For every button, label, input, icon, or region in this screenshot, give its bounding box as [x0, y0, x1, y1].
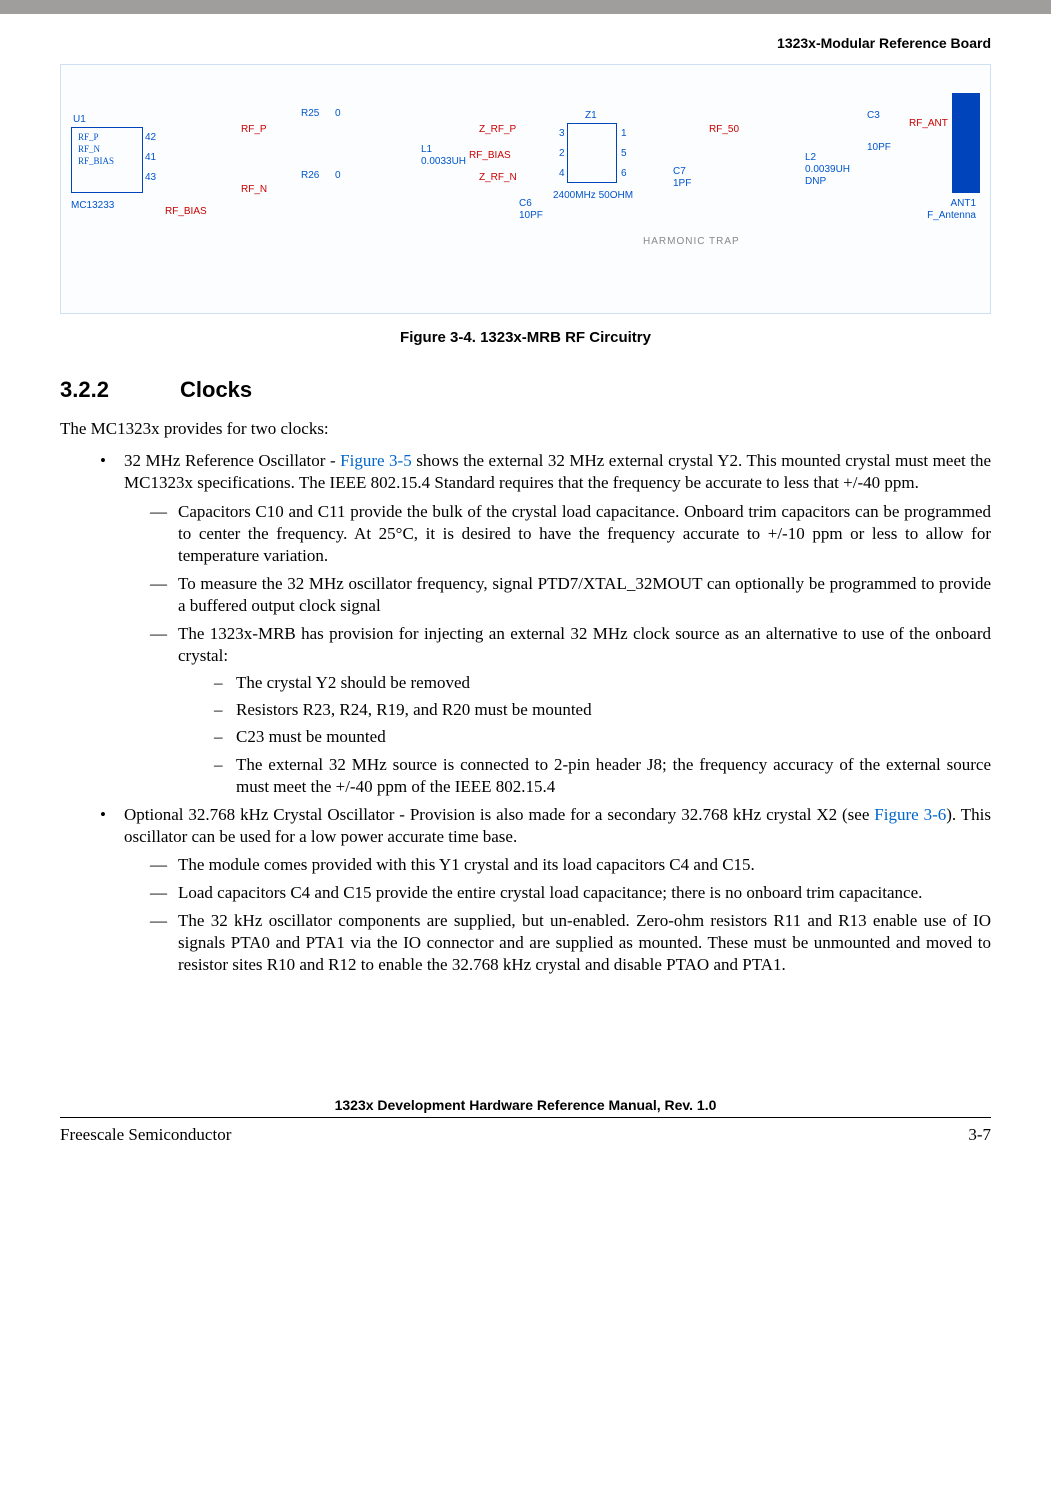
pin-rf-bias: RF_BIAS [78, 156, 136, 168]
l3-mount-c23: C23 must be mounted [214, 726, 991, 748]
sub-caps-c10-c11: Capacitors C10 and C11 provide the bulk … [150, 501, 991, 567]
bullet-32mhz: 32 MHz Reference Oscillator - Figure 3-5… [100, 450, 991, 797]
r25-val: 0 [335, 107, 341, 120]
figure-3-6-link[interactable]: Figure 3-6 [874, 805, 946, 824]
c7-val: 1PF [673, 177, 691, 190]
sublist-32mhz: Capacitors C10 and C11 provide the bulk … [124, 501, 991, 798]
figure-3-5-link[interactable]: Figure 3-5 [340, 451, 412, 470]
z1-pin4: 4 [559, 167, 565, 180]
net-rf-p: RF_P [241, 123, 267, 136]
pin43: 43 [145, 171, 156, 184]
footer-company: Freescale Semiconductor [60, 1124, 231, 1146]
label-rf-bias-left: RF_BIAS [165, 205, 207, 218]
rf-bias-arrow: RF_BIAS [469, 149, 511, 162]
sublist-l3: The crystal Y2 should be removed Resisto… [178, 672, 991, 797]
balun-z1 [567, 123, 617, 183]
page-footer: 1323x Development Hardware Reference Man… [0, 1096, 1051, 1175]
net-z-rf-p: Z_RF_P [479, 123, 516, 136]
section-intro: The MC1323x provides for two clocks: [60, 418, 991, 440]
page-content: U1 RF_P RF_N RF_BIAS 42 41 43 MC13233 RF… [0, 64, 1051, 976]
label-z1: Z1 [585, 109, 597, 122]
bullet-list-l1: 32 MHz Reference Oscillator - Figure 3-5… [60, 450, 991, 976]
label-mc13233: MC13233 [71, 199, 114, 212]
section-title: Clocks [180, 377, 252, 402]
c3-val: 10PF [867, 141, 891, 154]
top-grey-bar [0, 0, 1051, 14]
antenna-shape [952, 93, 980, 193]
l1-val: 0.0033UH [421, 155, 466, 168]
pin-rf-p: RF_P [78, 132, 136, 144]
footer-page-number: 3-7 [968, 1124, 991, 1146]
z1-pin5: 5 [621, 147, 627, 160]
label-r25: R25 [301, 107, 319, 120]
net-rf-50: RF_50 [709, 123, 739, 136]
opt-sub-enable: The 32 kHz oscillator components are sup… [150, 910, 991, 976]
z1-desc: 2400MHz 50OHM [553, 189, 633, 202]
net-z-rf-n: Z_RF_N [479, 171, 517, 184]
harmonic-trap-label: HARMONIC TRAP [643, 235, 740, 248]
sub-external-text: The 1323x-MRB has provision for injectin… [178, 624, 991, 665]
r26-val: 0 [335, 169, 341, 182]
opt-text-a: Optional 32.768 kHz Crystal Oscillator -… [124, 805, 874, 824]
sub-external-source: The 1323x-MRB has provision for injectin… [150, 623, 991, 798]
z1-pin1: 1 [621, 127, 627, 140]
sublist-32khz: The module comes provided with this Y1 c… [124, 854, 991, 976]
figure-3-4-diagram: U1 RF_P RF_N RF_BIAS 42 41 43 MC13233 RF… [60, 64, 991, 314]
osc32m-text-a: 32 MHz Reference Oscillator - [124, 451, 340, 470]
chip-mc13233: RF_P RF_N RF_BIAS [71, 127, 143, 193]
z1-pin6: 6 [621, 167, 627, 180]
ant1-desc: F_Antenna [927, 209, 976, 222]
label-u1: U1 [73, 113, 86, 126]
bullet-32khz: Optional 32.768 kHz Crystal Oscillator -… [100, 804, 991, 977]
z1-pin2: 2 [559, 147, 565, 160]
header-doc-title: 1323x-Modular Reference Board [0, 14, 1051, 60]
net-rf-n: RF_N [241, 183, 267, 196]
z1-pin3: 3 [559, 127, 565, 140]
label-c3: C3 [867, 109, 880, 122]
l2-dnp: DNP [805, 175, 826, 188]
l3-j8-header: The external 32 MHz source is connected … [214, 754, 991, 798]
pin41: 41 [145, 151, 156, 164]
figure-3-4-caption: Figure 3-4. 1323x-MRB RF Circuitry [60, 328, 991, 348]
net-rf-ant: RF_ANT [909, 117, 948, 130]
pin42: 42 [145, 131, 156, 144]
c6-val: 10PF [519, 209, 543, 222]
section-3-2-2-heading: 3.2.2Clocks [60, 376, 991, 405]
sub-ptd7-xtal: To measure the 32 MHz oscillator frequen… [150, 573, 991, 617]
l3-remove-y2: The crystal Y2 should be removed [214, 672, 991, 694]
label-r26: R26 [301, 169, 319, 182]
opt-sub-y1: The module comes provided with this Y1 c… [150, 854, 991, 876]
section-number: 3.2.2 [60, 376, 180, 405]
footer-manual-title: 1323x Development Hardware Reference Man… [60, 1096, 991, 1117]
opt-sub-load-caps: Load capacitors C4 and C15 provide the e… [150, 882, 991, 904]
l3-mount-resistors: Resistors R23, R24, R19, and R20 must be… [214, 699, 991, 721]
pin-rf-n: RF_N [78, 144, 136, 156]
